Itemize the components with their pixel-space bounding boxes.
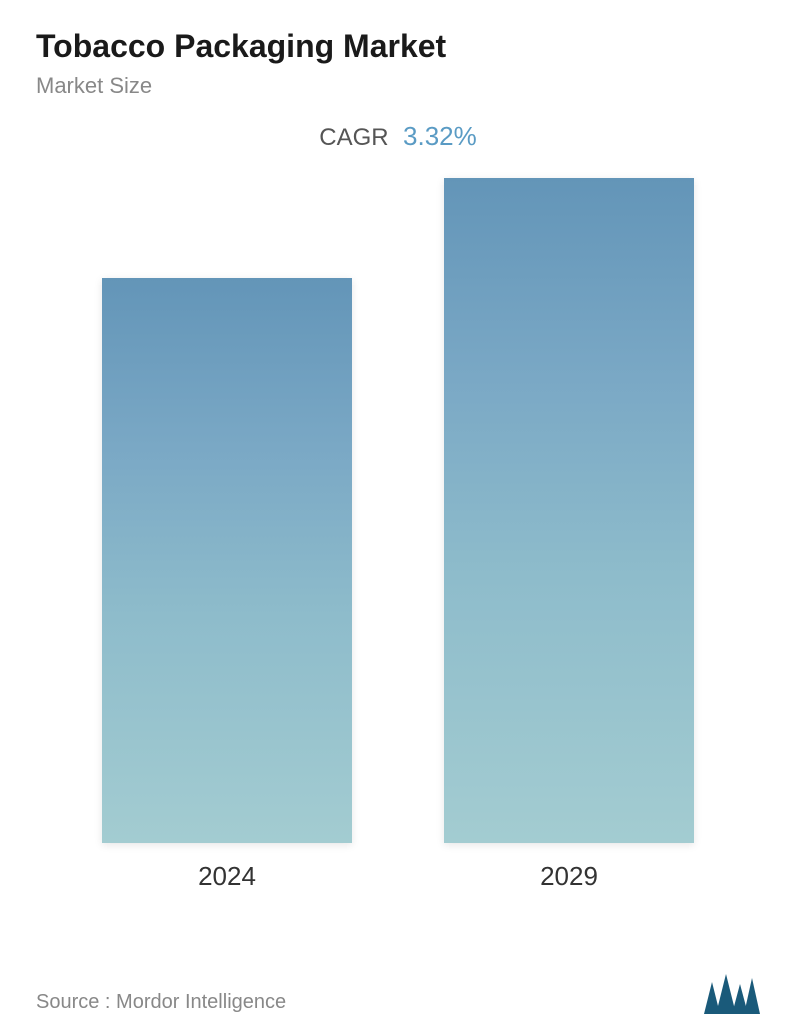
bar-label-0: 2024	[198, 861, 256, 892]
footer: Source : Mordor Intelligence	[36, 974, 760, 1014]
bar-label-1: 2029	[540, 861, 598, 892]
bar-group-1: 2029	[429, 178, 709, 892]
cagr-row: CAGR 3.32%	[36, 121, 760, 152]
cagr-label: CAGR	[319, 124, 388, 151]
logo-icon	[704, 974, 760, 1014]
bar-1	[444, 178, 694, 843]
cagr-value: 3.32%	[403, 121, 477, 151]
bar-0	[102, 278, 352, 843]
chart-title: Tobacco Packaging Market	[36, 28, 760, 65]
chart-area: 2024 2029	[36, 172, 760, 892]
mordor-logo-icon	[704, 974, 760, 1014]
bar-group-0: 2024	[87, 278, 367, 892]
chart-subtitle: Market Size	[36, 73, 760, 99]
source-text: Source : Mordor Intelligence	[36, 991, 286, 1014]
